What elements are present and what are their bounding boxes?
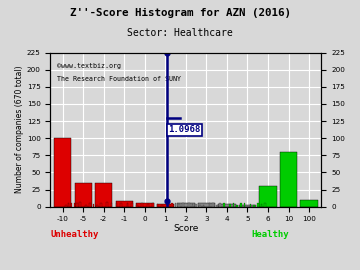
Bar — [76, 203, 78, 207]
Text: Unhealthy: Unhealthy — [50, 230, 99, 239]
Bar — [261, 204, 262, 207]
Bar — [195, 204, 197, 207]
Bar — [280, 152, 297, 207]
Bar — [179, 204, 180, 207]
Bar — [203, 205, 204, 207]
Bar — [73, 203, 75, 207]
Bar — [54, 138, 71, 207]
Bar — [229, 204, 231, 207]
Bar — [168, 202, 169, 207]
Bar — [300, 200, 318, 207]
Text: 1.0968: 1.0968 — [168, 126, 201, 134]
Bar — [152, 203, 153, 207]
Bar — [199, 205, 201, 207]
Bar — [68, 202, 69, 207]
Bar — [216, 205, 217, 207]
Bar — [131, 203, 133, 207]
Bar — [89, 202, 91, 207]
Bar — [65, 205, 67, 207]
X-axis label: Score: Score — [173, 224, 199, 233]
Bar — [192, 204, 193, 207]
Text: The Research Foundation of SUNY: The Research Foundation of SUNY — [57, 76, 181, 82]
Text: Z''-Score Histogram for AZN (2016): Z''-Score Histogram for AZN (2016) — [69, 8, 291, 18]
Bar — [237, 205, 238, 207]
Text: Healthy: Healthy — [251, 230, 289, 239]
Bar — [198, 203, 215, 207]
Bar — [244, 203, 245, 207]
Bar — [209, 203, 210, 207]
Y-axis label: Number of companies (670 total): Number of companies (670 total) — [15, 66, 24, 194]
Bar — [100, 203, 102, 207]
Bar — [264, 202, 266, 207]
Bar — [116, 202, 117, 207]
Bar — [239, 205, 256, 207]
Bar — [93, 204, 94, 207]
Bar — [120, 202, 122, 207]
Bar — [220, 202, 221, 207]
Bar — [223, 202, 225, 207]
Bar — [95, 183, 112, 207]
Bar — [233, 203, 234, 207]
Bar — [212, 202, 214, 207]
Bar — [250, 204, 251, 207]
Bar — [136, 203, 154, 207]
Bar — [79, 202, 81, 207]
Bar — [259, 186, 277, 207]
Bar — [253, 205, 255, 207]
Bar — [85, 205, 87, 207]
Bar — [157, 204, 158, 207]
Bar — [136, 205, 138, 207]
Bar — [116, 201, 133, 207]
Bar — [175, 203, 176, 207]
Bar — [161, 205, 163, 207]
Bar — [240, 202, 242, 207]
Bar — [218, 204, 236, 207]
Bar — [177, 203, 195, 207]
Bar — [147, 204, 149, 207]
Bar — [171, 202, 173, 207]
Bar — [127, 202, 128, 207]
Bar — [71, 202, 72, 207]
Bar — [75, 183, 92, 207]
Bar — [111, 202, 112, 207]
Bar — [141, 202, 143, 207]
Bar — [96, 205, 98, 207]
Text: ©www.textbiz.org: ©www.textbiz.org — [57, 63, 121, 69]
Bar — [157, 204, 174, 207]
Bar — [106, 202, 108, 207]
Bar — [188, 203, 190, 207]
Text: Sector: Healthcare: Sector: Healthcare — [127, 28, 233, 38]
Bar — [257, 202, 258, 207]
Bar — [182, 202, 184, 207]
